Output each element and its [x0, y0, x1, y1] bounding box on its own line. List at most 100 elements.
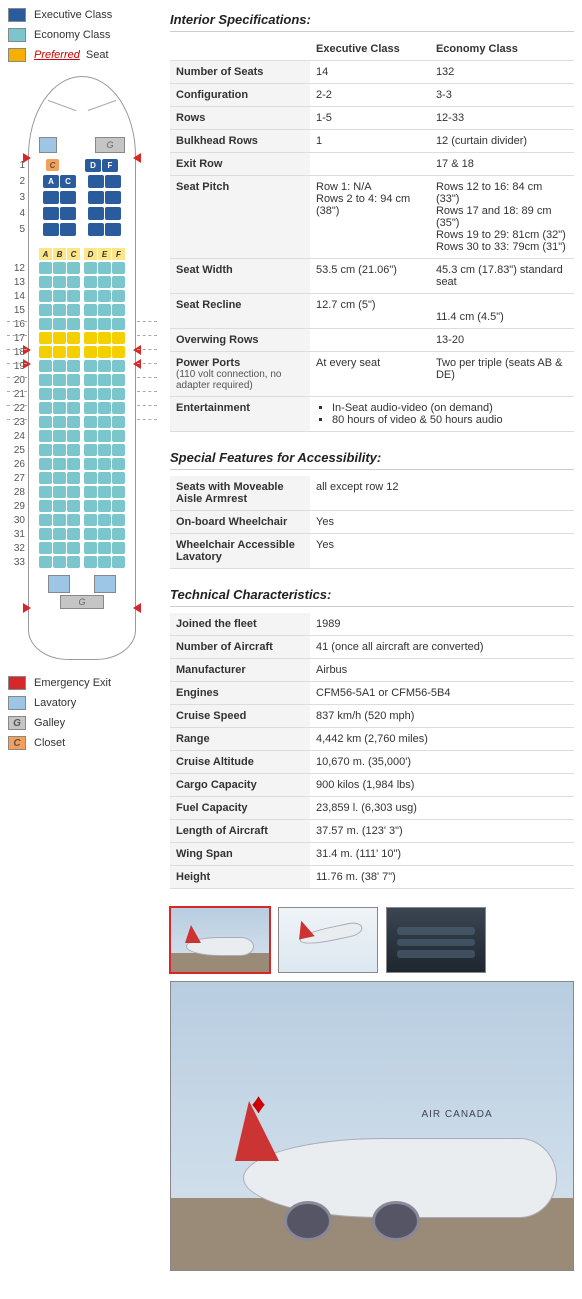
seat[interactable] — [67, 388, 80, 400]
seat[interactable] — [88, 175, 104, 188]
seat[interactable] — [39, 332, 52, 344]
seat[interactable] — [39, 388, 52, 400]
seat[interactable] — [53, 458, 66, 470]
seat[interactable] — [84, 388, 97, 400]
seat[interactable] — [98, 318, 111, 330]
seat[interactable] — [84, 430, 97, 442]
seat[interactable] — [98, 360, 111, 372]
seat[interactable] — [98, 542, 111, 554]
seat[interactable] — [112, 458, 125, 470]
seat[interactable] — [112, 444, 125, 456]
seat[interactable] — [39, 500, 52, 512]
seat[interactable] — [53, 346, 66, 358]
seat[interactable] — [84, 528, 97, 540]
seat[interactable] — [84, 444, 97, 456]
seat[interactable] — [39, 430, 52, 442]
seat[interactable] — [53, 444, 66, 456]
seat[interactable] — [67, 262, 80, 274]
seat[interactable]: C — [60, 175, 76, 188]
seat[interactable] — [67, 458, 80, 470]
seat[interactable] — [112, 542, 125, 554]
seat[interactable] — [112, 332, 125, 344]
seat[interactable] — [53, 556, 66, 568]
seat[interactable] — [84, 374, 97, 386]
seat[interactable] — [53, 402, 66, 414]
seat[interactable] — [112, 416, 125, 428]
seat[interactable] — [88, 191, 104, 204]
seat[interactable] — [84, 318, 97, 330]
thumb-aircraft-ground[interactable] — [170, 907, 270, 973]
seat[interactable] — [88, 207, 104, 220]
seat[interactable] — [112, 556, 125, 568]
seat[interactable] — [98, 290, 111, 302]
seat[interactable] — [39, 360, 52, 372]
seat[interactable] — [53, 514, 66, 526]
seat[interactable] — [53, 486, 66, 498]
seat[interactable] — [53, 318, 66, 330]
seat[interactable] — [112, 472, 125, 484]
seat[interactable] — [112, 402, 125, 414]
seat[interactable]: A — [43, 175, 59, 188]
seat[interactable] — [84, 416, 97, 428]
seat[interactable] — [53, 430, 66, 442]
seat[interactable] — [84, 276, 97, 288]
seat[interactable] — [39, 444, 52, 456]
seat[interactable] — [53, 276, 66, 288]
seat[interactable] — [98, 402, 111, 414]
seat[interactable] — [98, 458, 111, 470]
seat[interactable] — [53, 388, 66, 400]
seat[interactable] — [112, 514, 125, 526]
seat[interactable] — [67, 430, 80, 442]
seat[interactable] — [67, 486, 80, 498]
seat[interactable] — [67, 472, 80, 484]
seat[interactable] — [53, 472, 66, 484]
seat[interactable] — [98, 304, 111, 316]
seat[interactable] — [98, 276, 111, 288]
seat[interactable] — [39, 472, 52, 484]
seat[interactable] — [105, 207, 121, 220]
seat[interactable] — [53, 374, 66, 386]
seat[interactable] — [112, 360, 125, 372]
seat[interactable] — [67, 360, 80, 372]
seat[interactable] — [112, 528, 125, 540]
seat[interactable] — [88, 223, 104, 236]
seat[interactable]: F — [102, 159, 118, 172]
seat[interactable] — [105, 175, 121, 188]
seat[interactable] — [84, 262, 97, 274]
seat[interactable] — [98, 514, 111, 526]
seat[interactable] — [98, 262, 111, 274]
seat[interactable] — [98, 556, 111, 568]
seat[interactable] — [67, 304, 80, 316]
seat[interactable] — [39, 542, 52, 554]
seat[interactable] — [67, 402, 80, 414]
seat[interactable] — [98, 332, 111, 344]
seat[interactable] — [39, 556, 52, 568]
seat[interactable] — [53, 500, 66, 512]
seat[interactable] — [39, 290, 52, 302]
seat[interactable] — [98, 444, 111, 456]
seat[interactable] — [112, 388, 125, 400]
seat[interactable] — [53, 290, 66, 302]
seat[interactable] — [43, 223, 59, 236]
seat[interactable] — [67, 346, 80, 358]
seat[interactable] — [39, 458, 52, 470]
seat[interactable] — [84, 500, 97, 512]
seat[interactable] — [105, 223, 121, 236]
seat-blank[interactable] — [60, 159, 73, 171]
seat[interactable] — [84, 486, 97, 498]
seat[interactable] — [67, 444, 80, 456]
seat[interactable] — [84, 514, 97, 526]
seat[interactable] — [39, 514, 52, 526]
seat[interactable] — [60, 207, 76, 220]
seat[interactable] — [53, 416, 66, 428]
seat[interactable] — [84, 290, 97, 302]
seat[interactable] — [67, 332, 80, 344]
seat[interactable] — [105, 191, 121, 204]
seat[interactable] — [84, 458, 97, 470]
seat[interactable] — [67, 416, 80, 428]
seat[interactable] — [60, 191, 76, 204]
seat[interactable] — [112, 290, 125, 302]
seat[interactable] — [84, 346, 97, 358]
seat[interactable] — [84, 556, 97, 568]
seat[interactable] — [98, 346, 111, 358]
